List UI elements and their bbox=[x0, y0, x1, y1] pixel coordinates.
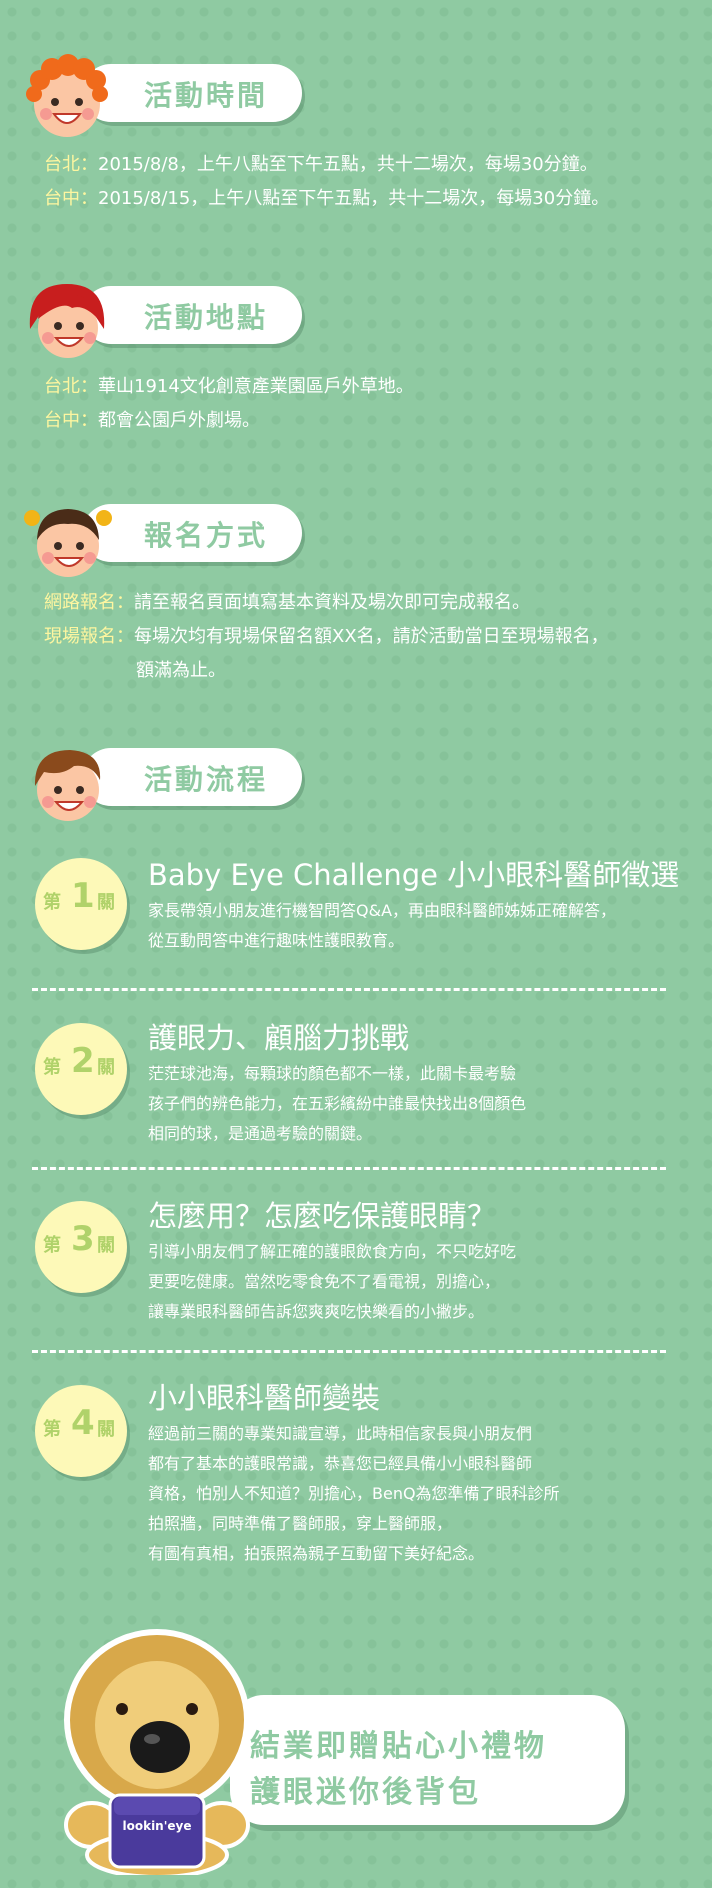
section-title: 活動時間 bbox=[144, 79, 269, 112]
level-description: 經過前三關的專業知識宣導，此時相信家長與小朋友們 都有了基本的護眼常識，恭喜您已… bbox=[148, 1424, 560, 1563]
info-text: 額滿為止。 bbox=[136, 660, 226, 681]
info-label: 網路報名 bbox=[44, 592, 116, 613]
info-label: 現場報名 bbox=[44, 626, 116, 647]
info-text: 請至報名頁面填寫基本資料及場次即可完成報名。 bbox=[134, 592, 530, 613]
info-row-continued: 額滿為止。 bbox=[44, 654, 609, 688]
info-row: 網路報名：請至報名頁面填寫基本資料及場次即可完成報名。 bbox=[44, 592, 530, 613]
section-title: 活動流程 bbox=[144, 763, 269, 796]
level-number: 4 bbox=[71, 1403, 95, 1443]
info-text: 華山1914文化創意產業園區戶外草地。 bbox=[98, 376, 414, 397]
info-label: 台中 bbox=[44, 410, 80, 431]
info-row: 台中：都會公園戶外劇場。 bbox=[44, 410, 260, 431]
info-label: 台北 bbox=[44, 376, 80, 397]
section-header-location: 活動地點 bbox=[22, 274, 302, 358]
info-label: 台中 bbox=[44, 188, 80, 209]
info-text: 都會公園戶外劇場。 bbox=[98, 410, 260, 431]
dashed-divider bbox=[32, 1167, 666, 1170]
info-label: 台北 bbox=[44, 154, 80, 175]
info-text: 2015/8/8，上午八點至下午五點，共十二場次，每場30分鐘。 bbox=[98, 154, 598, 175]
location-info: 台北：華山1914文化創意產業園區戶外草地。 台中：都會公園戶外劇場。 bbox=[44, 370, 414, 438]
level-description: 引導小朋友們了解正確的護眼飲食方向，不只吃好吃 更要吃健康。當然吃零食免不了看電… bbox=[148, 1242, 517, 1321]
gift-banner: 結業即贈貼心小禮物 護眼迷你後背包 bbox=[230, 1695, 625, 1825]
level-title: 怎麼用？怎麼吃保護眼睛？ bbox=[148, 1199, 497, 1233]
section-header-registration: 報名方式 bbox=[22, 492, 302, 577]
info-row: 現場報名：每場次均有現場保留名額XX名，請於活動當日至現場報名， bbox=[44, 626, 609, 647]
registration-info: 網路報名：請至報名頁面填寫基本資料及場次即可完成報名。 現場報名：每場次均有現場… bbox=[44, 586, 609, 688]
red-hair-girl-icon bbox=[29, 284, 105, 358]
gift-line-1: 結業即贈貼心小禮物 bbox=[250, 1729, 547, 1764]
time-info: 台北：2015/8/8，上午八點至下午五點，共十二場次，每場30分鐘。 台中：2… bbox=[44, 148, 609, 216]
info-row: 台北：華山1914文化創意產業園區戶外草地。 bbox=[44, 376, 414, 397]
info-row: 台中：2015/8/15，上午八點至下午五點，共十二場次，每場30分鐘。 bbox=[44, 188, 610, 209]
curly-orange-hair-kid-icon bbox=[26, 54, 108, 137]
gift-line-2: 護眼迷你後背包 bbox=[250, 1775, 481, 1810]
level-description: 家長帶領小朋友進行機智問答Q&A，再由眼科醫師姊姊正確解答， 從互動問答中進行趣… bbox=[148, 901, 617, 950]
level-number: 2 bbox=[71, 1041, 95, 1081]
dashed-divider bbox=[32, 988, 666, 991]
section-title-pill: 活動流程 bbox=[82, 748, 302, 806]
level-title: Baby Eye Challenge 小小眼科醫師徵選 bbox=[148, 858, 680, 892]
level-title: 護眼力、顧腦力挑戰 bbox=[148, 1021, 410, 1055]
section-title: 活動地點 bbox=[144, 301, 269, 334]
level-title: 小小眼科醫師變裝 bbox=[148, 1381, 381, 1415]
bag-logo-text: lookin'eye bbox=[122, 1819, 191, 1833]
level-description: 茫茫球池海，每顆球的顏色都不一樣，此關卡最考驗 孩子們的辨色能力，在五彩繽紛中誰… bbox=[148, 1064, 527, 1143]
lion-plush-with-backpack-icon: lookin'eye bbox=[64, 1629, 250, 1875]
info-text: 2015/8/15，上午八點至下午五點，共十二場次，每場30分鐘。 bbox=[98, 188, 610, 209]
level-number: 3 bbox=[71, 1219, 95, 1259]
section-header-time: 活動時間 bbox=[22, 52, 302, 137]
info-text: 每場次均有現場保留名額XX名，請於活動當日至現場報名， bbox=[134, 626, 609, 647]
pigtail-girl-icon bbox=[24, 509, 112, 577]
section-title-pill: 報名方式 bbox=[82, 504, 302, 562]
section-title-pill: 活動時間 bbox=[82, 64, 302, 122]
section-title: 報名方式 bbox=[144, 519, 269, 552]
brown-hair-boy-icon bbox=[34, 750, 101, 821]
section-header-flow: 活動流程 bbox=[22, 736, 302, 821]
section-title-pill: 活動地點 bbox=[82, 286, 302, 344]
info-row: 台北：2015/8/8，上午八點至下午五點，共十二場次，每場30分鐘。 bbox=[44, 154, 598, 175]
level-number: 1 bbox=[71, 876, 95, 916]
dashed-divider bbox=[32, 1350, 666, 1353]
